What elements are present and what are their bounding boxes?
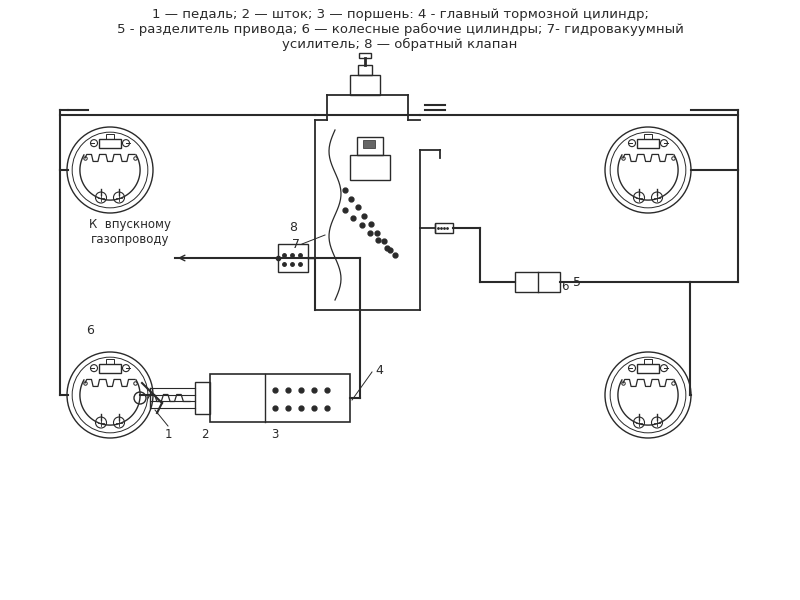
Text: 1 — педаль; 2 — шток; 3 — поршень: 4 - главный тормозной цилиндр;: 1 — педаль; 2 — шток; 3 — поршень: 4 - г… [151,8,649,21]
Bar [350,75,380,95]
Bar [515,272,560,292]
Bar [359,53,371,58]
Bar [637,139,659,148]
Text: 5: 5 [573,275,581,289]
Text: 6: 6 [86,323,94,337]
Text: 5 - разделитель привода; 6 — колесные рабочие цилиндры; 7- гидровакуумный: 5 - разделитель привода; 6 — колесные ра… [117,23,683,36]
Bar [637,364,659,373]
Bar [99,364,121,373]
Text: 6: 6 [562,280,569,292]
Bar [363,140,375,148]
Text: 7: 7 [292,238,300,251]
Bar [435,223,453,233]
Bar [195,382,210,414]
Bar [358,65,372,75]
Text: 1: 1 [164,428,172,441]
Bar [278,244,308,272]
Text: 4: 4 [375,364,383,377]
Text: 8: 8 [289,221,297,234]
Bar [106,134,114,139]
Bar [644,134,652,139]
Bar [99,139,121,148]
Bar [210,374,350,422]
Bar [644,359,652,364]
Bar [350,155,390,180]
Text: К  впускному
газопроводу: К впускному газопроводу [89,218,171,246]
Text: 2: 2 [202,428,209,441]
Bar [106,359,114,364]
Text: 3: 3 [271,428,278,441]
Text: усилитель; 8 — обратный клапан: усилитель; 8 — обратный клапан [282,38,518,51]
Bar [357,137,383,155]
